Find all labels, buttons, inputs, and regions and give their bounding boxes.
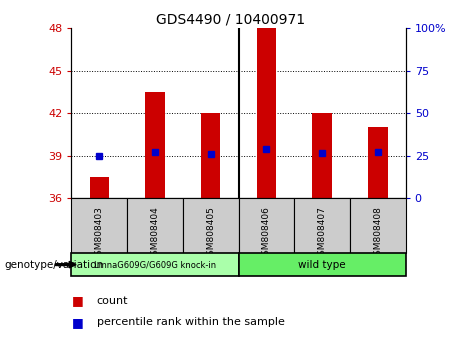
Bar	[313, 113, 332, 198]
Text: LmnaG609G/G609G knock-in: LmnaG609G/G609G knock-in	[94, 260, 216, 269]
Bar	[145, 92, 165, 198]
Bar	[350, 198, 406, 253]
Text: GSM808405: GSM808405	[206, 206, 215, 261]
Text: genotype/variation: genotype/variation	[5, 259, 104, 270]
Text: GSM808404: GSM808404	[150, 206, 160, 261]
Text: GSM808403: GSM808403	[95, 206, 104, 261]
Text: GSM808406: GSM808406	[262, 206, 271, 261]
Bar	[89, 177, 109, 198]
Bar	[71, 198, 127, 253]
Text: count: count	[97, 296, 128, 306]
Text: GSM808407: GSM808407	[318, 206, 327, 261]
Bar	[294, 198, 350, 253]
Text: ■: ■	[71, 316, 83, 329]
Bar	[238, 253, 406, 276]
Text: GSM808408: GSM808408	[373, 206, 382, 261]
Bar	[127, 198, 183, 253]
Bar	[257, 28, 276, 198]
Bar	[183, 198, 238, 253]
Text: GDS4490 / 10400971: GDS4490 / 10400971	[156, 12, 305, 27]
Text: wild type: wild type	[298, 259, 346, 270]
Bar	[71, 253, 239, 276]
Bar	[238, 198, 294, 253]
Text: ■: ■	[71, 295, 83, 307]
Bar	[368, 127, 388, 198]
Bar	[201, 113, 220, 198]
Text: percentile rank within the sample: percentile rank within the sample	[97, 317, 285, 327]
